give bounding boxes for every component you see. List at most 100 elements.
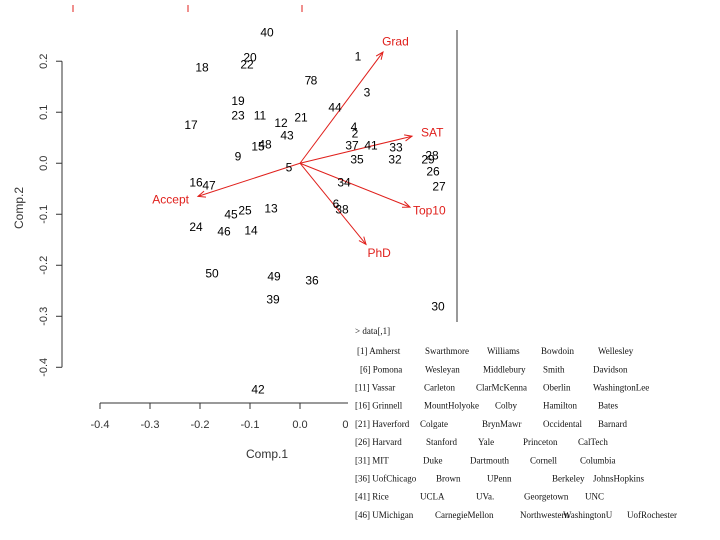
point-label: 42 — [251, 382, 265, 396]
point-label: 38 — [335, 202, 349, 216]
console-entry: UofRochester — [627, 510, 677, 520]
point-label: 17 — [184, 118, 198, 132]
y-tick-label: -0.1 — [38, 205, 50, 224]
point-label: 13 — [264, 201, 278, 215]
console-entry: Swarthmore — [425, 346, 469, 356]
y-tick-label: -0.4 — [38, 358, 50, 377]
console-entry: Wesleyan — [425, 364, 460, 374]
loading-arrow — [197, 162, 301, 197]
loading-label: Accept — [152, 192, 189, 206]
console-entry: Carleton — [424, 382, 455, 392]
console-command: > data[,1] — [355, 326, 390, 336]
point-label: 47 — [202, 178, 216, 192]
console-entry: WashingtonLee — [593, 382, 649, 392]
console-entry: Brown — [436, 473, 461, 483]
point-label: 26 — [426, 165, 440, 179]
console-entry: UPenn — [487, 473, 512, 483]
loading-arrow — [299, 162, 411, 208]
point-label: 1 — [355, 49, 362, 63]
point-label: 50 — [205, 267, 219, 281]
console-entry: Duke — [423, 455, 443, 465]
point-label: 25 — [238, 203, 252, 217]
console-entry: UCLA — [420, 492, 445, 502]
point-label: 19 — [231, 94, 245, 108]
point-label: 23 — [231, 108, 245, 122]
loading-label: PhD — [367, 246, 391, 260]
point-label: 29 — [421, 152, 435, 166]
point-label: 4 — [351, 120, 358, 134]
console-entry: Smith — [543, 364, 565, 374]
point-label: 30 — [431, 299, 445, 313]
console-entry: Columbia — [580, 455, 616, 465]
console-entry: BrynMawr — [482, 419, 522, 429]
point-label: 8 — [311, 73, 318, 87]
console-entry: [26] Harvard — [355, 437, 402, 447]
point-label: 21 — [294, 111, 308, 125]
console-entry: MountHolyoke — [424, 401, 479, 411]
y-tick-label: -0.2 — [38, 256, 50, 275]
arrow-head — [401, 201, 412, 208]
console-entry: [11] Vassar — [355, 382, 395, 392]
y-tick-label: 0.1 — [38, 105, 50, 120]
point-label: 44 — [328, 100, 342, 114]
point-label: 37 — [345, 139, 359, 153]
point-label: 3 — [364, 86, 371, 100]
arrow-head — [404, 134, 414, 142]
x-tick-label: -0.3 — [141, 419, 160, 431]
console-entry: [46] UMichigan — [355, 510, 414, 520]
x-tick-label: 0.0 — [292, 419, 307, 431]
point-label: 46 — [217, 224, 231, 238]
point-label: 40 — [260, 25, 274, 39]
console-entry: [1] Amherst — [357, 346, 401, 356]
point-label: 41 — [364, 139, 378, 153]
loading-label: Top10 — [413, 204, 446, 218]
arrow-head — [375, 51, 384, 60]
point-label: 9 — [235, 149, 242, 163]
point-label: 43 — [280, 128, 294, 142]
y-tick-label: -0.3 — [38, 307, 50, 326]
point-label: 27 — [432, 179, 446, 193]
console-entry: Williams — [487, 346, 520, 356]
console-entry: CalTech — [578, 437, 608, 447]
console-entry: Princeton — [523, 437, 558, 447]
console-panel — [348, 322, 720, 532]
console-entry: [6] Pomona — [360, 364, 402, 374]
point-label: 32 — [388, 152, 402, 166]
point-label: 12 — [274, 116, 288, 130]
loading-label: Grad — [382, 35, 409, 49]
point-label: 2 — [352, 126, 359, 140]
console-entry: Northwestern — [520, 510, 569, 520]
console-entry: JohnsHopkins — [593, 473, 645, 483]
loading-arrow — [299, 51, 384, 164]
point-label: 49 — [267, 270, 281, 284]
console-entry: UNC — [585, 492, 604, 502]
point-label: 20 — [243, 50, 257, 64]
point-label: 28 — [425, 148, 439, 162]
console-entry: Cornell — [530, 455, 557, 465]
console-entry: Middlebury — [483, 364, 526, 374]
console-entry: Oberlin — [543, 382, 571, 392]
loading-arrow — [299, 135, 413, 164]
loading-arrow — [299, 162, 367, 245]
point-label: 7 — [305, 73, 312, 87]
point-label: 33 — [389, 141, 403, 155]
console-entry: CarnegieMellon — [435, 510, 494, 520]
console-entry: Occidental — [543, 419, 582, 429]
point-label: 14 — [244, 223, 258, 237]
x-axis-label: Comp.1 — [246, 447, 288, 461]
loading-label: SAT — [421, 126, 444, 140]
console-entry: Colgate — [420, 419, 448, 429]
console-entry: Wellesley — [598, 346, 634, 356]
point-label: 48 — [258, 138, 272, 152]
point-label: 6 — [333, 197, 340, 211]
point-label: 15 — [251, 140, 265, 154]
console-entry: Bowdoin — [541, 346, 575, 356]
point-label: 39 — [266, 293, 280, 307]
console-entry: [21] Haverford — [355, 419, 410, 429]
point-label: 5 — [286, 161, 293, 175]
console-entry: Davidson — [593, 364, 628, 374]
console-entry: Georgetown — [524, 492, 569, 502]
point-label: 24 — [189, 220, 203, 234]
point-label: 36 — [305, 273, 319, 287]
